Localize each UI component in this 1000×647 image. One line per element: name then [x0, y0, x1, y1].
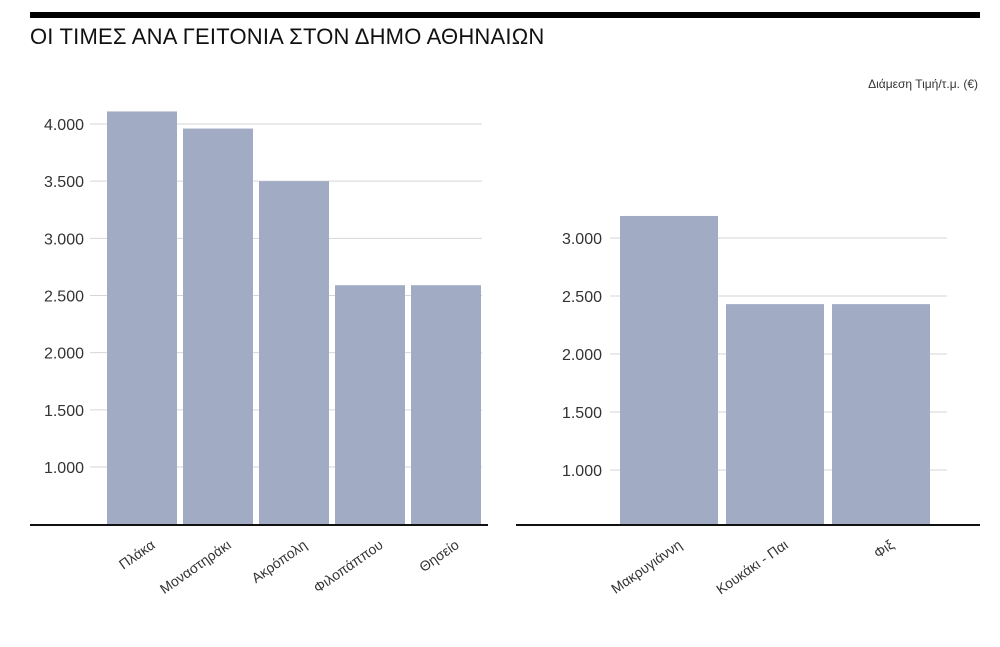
- bar: [259, 181, 329, 525]
- y-tick-label: 3.000: [562, 231, 602, 248]
- x-category-label: Φιλοπάππου: [310, 536, 385, 595]
- y-tick-label: 1.000: [562, 463, 602, 480]
- x-category-label: Μακρυγιάννη: [608, 536, 685, 596]
- x-category-label: Ακρόπολη: [248, 536, 309, 586]
- x-category-label: Μοναστηράκι: [157, 536, 234, 597]
- top-rule: [30, 12, 980, 18]
- bar: [335, 285, 405, 525]
- bar: [411, 285, 481, 525]
- unit-label: Διάμεση Τιμή/τ.μ. (€): [868, 77, 978, 91]
- x-category-label: Κουκάκι - Παι: [713, 536, 790, 597]
- bar: [183, 128, 253, 525]
- page-title: ΟΙ ΤΙΜΕΣ ΑΝΑ ΓΕΙΤΟΝΙΑ ΣΤΟΝ ΔΗΜΟ ΑΘΗΝΑΙΩΝ: [30, 24, 545, 49]
- y-tick-label: 2.000: [44, 346, 84, 363]
- y-tick-label: 3.000: [44, 231, 84, 248]
- y-tick-label: 2.500: [44, 289, 84, 306]
- x-category-label: Πλάκα: [116, 536, 158, 572]
- x-category-label: Θησείο: [416, 536, 462, 575]
- bar: [726, 304, 824, 525]
- y-tick-label: 2.000: [562, 347, 602, 364]
- y-tick-label: 3.500: [44, 174, 84, 191]
- x-category-label: Φιξ: [871, 536, 897, 561]
- y-tick-label: 1.000: [44, 460, 84, 477]
- bar: [832, 304, 930, 525]
- y-tick-label: 4.000: [44, 117, 84, 134]
- y-tick-label: 1.500: [44, 403, 84, 420]
- bar: [107, 111, 177, 525]
- y-tick-label: 2.500: [562, 289, 602, 306]
- bar: [620, 215, 718, 525]
- y-tick-label: 1.500: [562, 405, 602, 422]
